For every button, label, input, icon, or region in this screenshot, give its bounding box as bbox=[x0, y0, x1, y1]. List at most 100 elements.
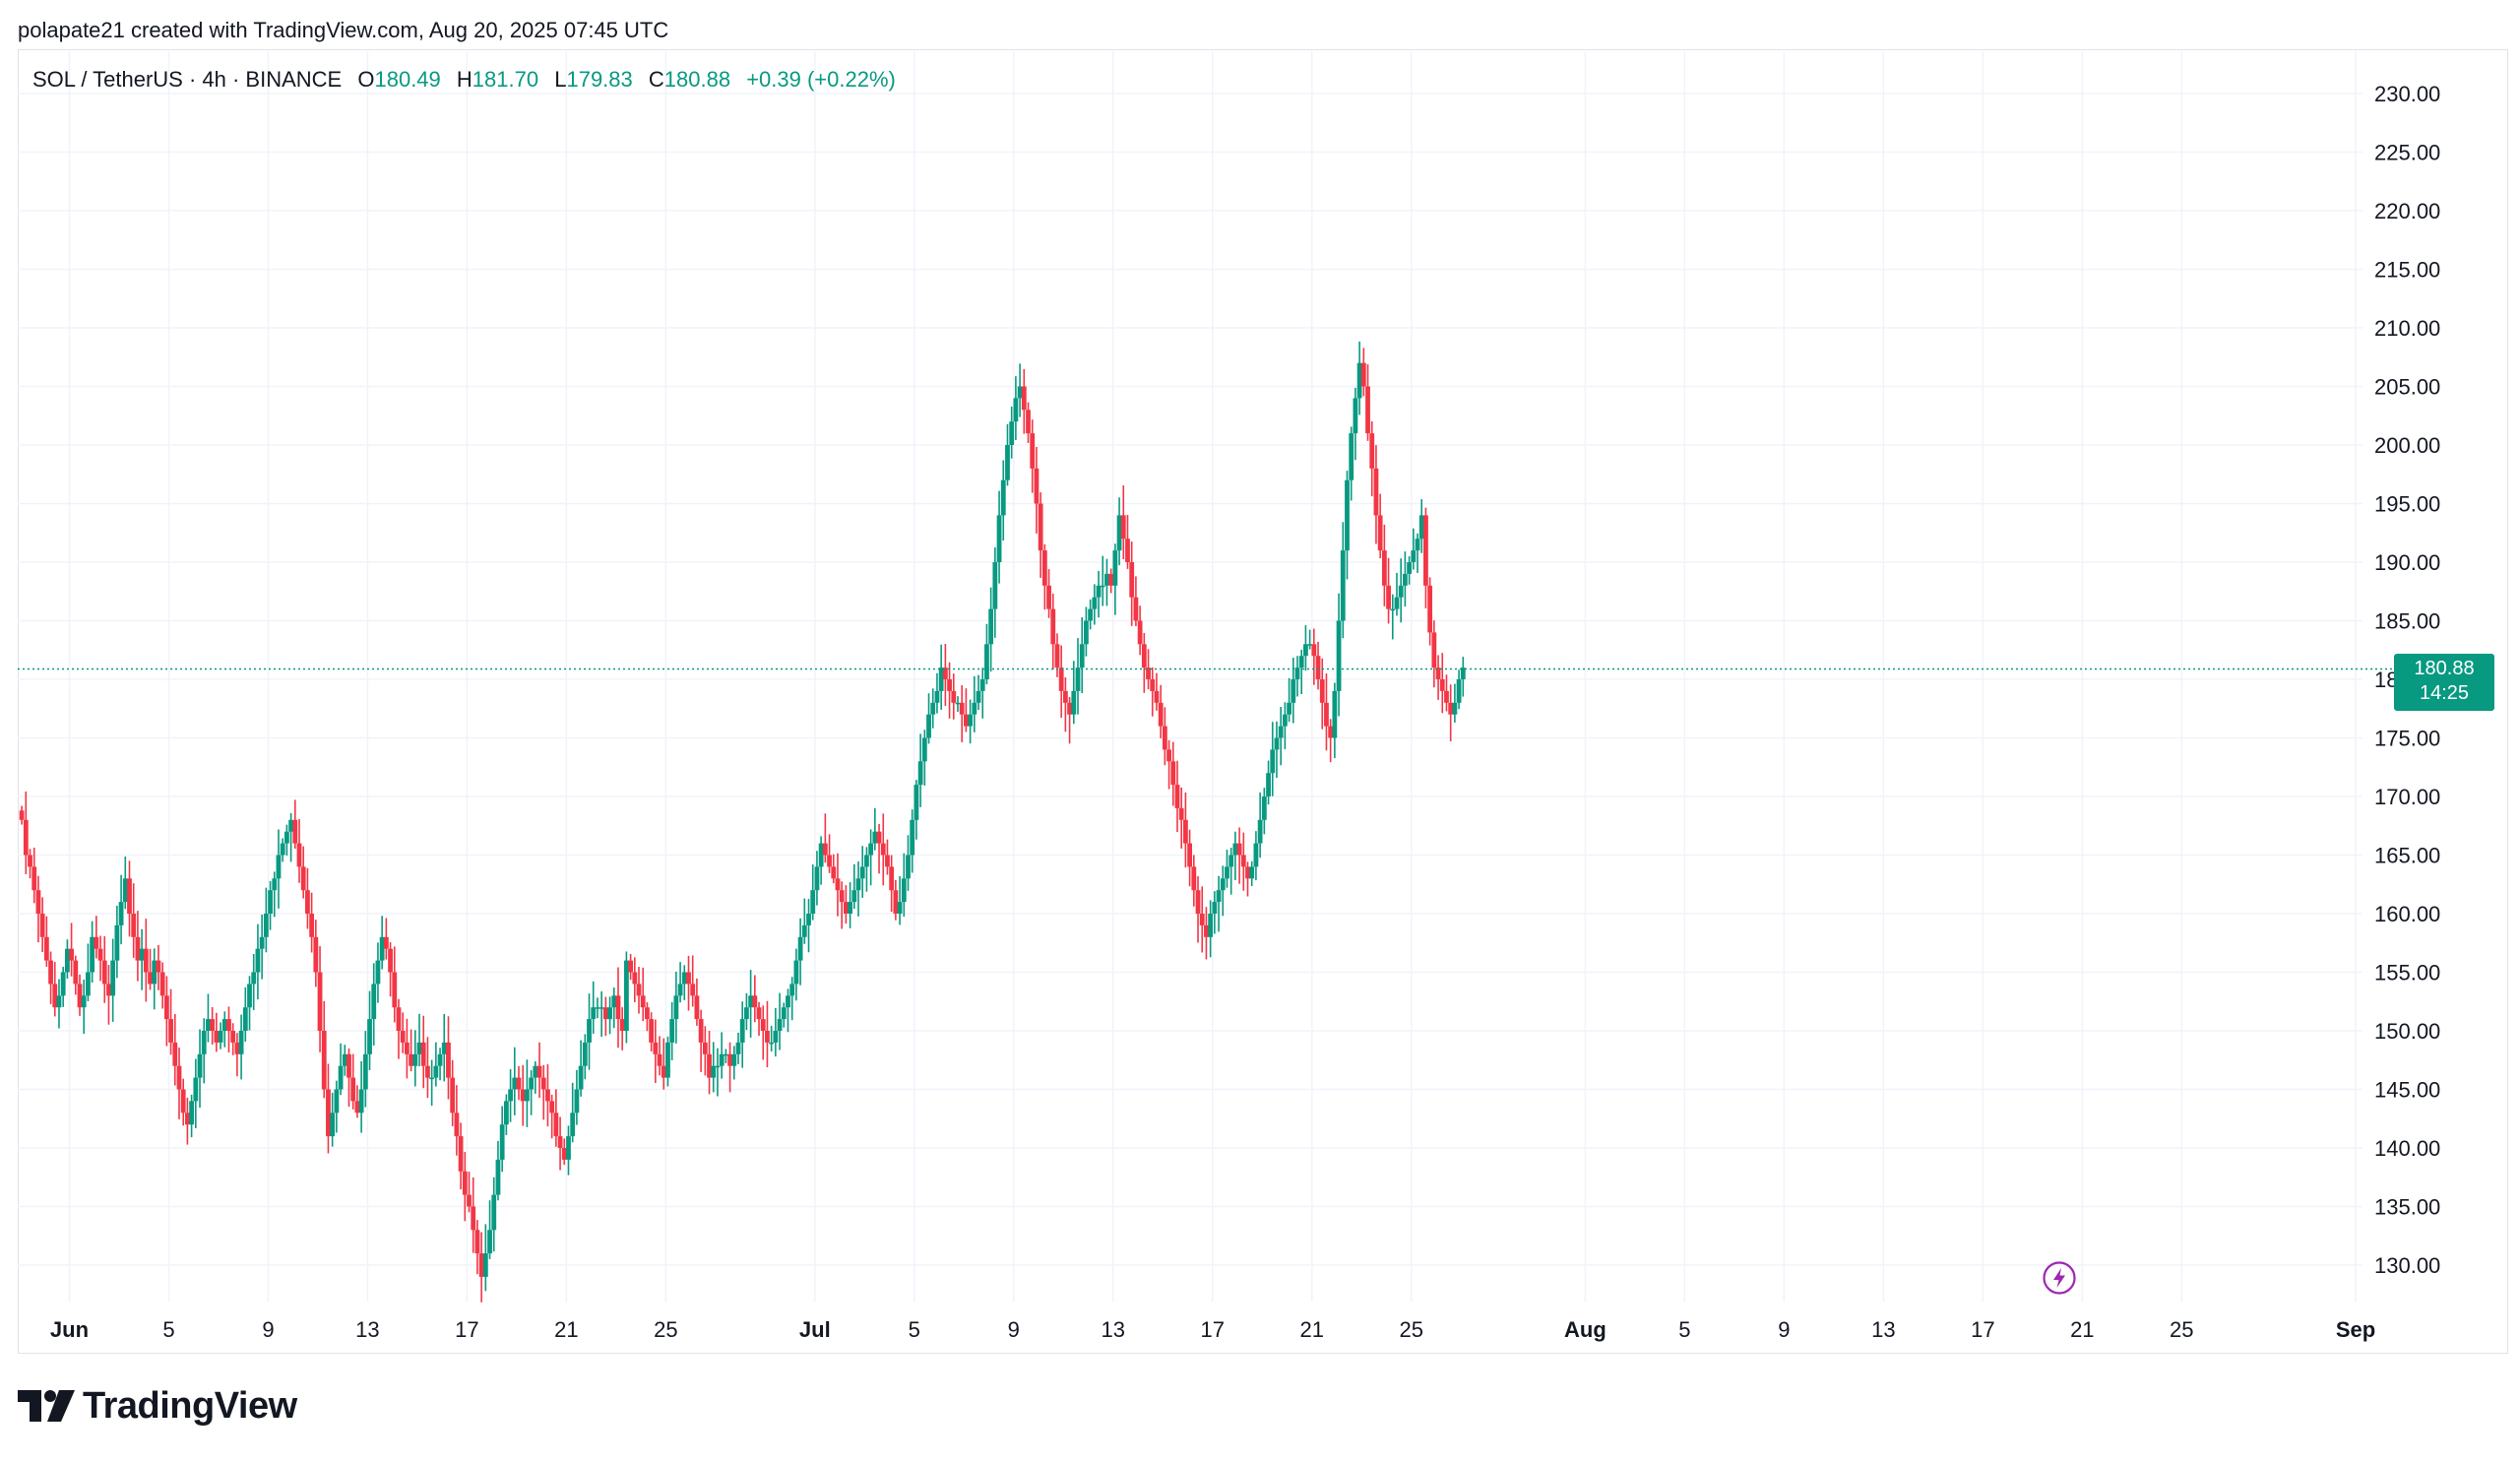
candle-body bbox=[540, 1077, 546, 1090]
y-tick-label: 210.00 bbox=[2374, 316, 2440, 341]
candle-body bbox=[1071, 690, 1077, 715]
candle-body bbox=[1021, 386, 1027, 411]
candle-body bbox=[984, 644, 989, 679]
candle-body bbox=[715, 1065, 721, 1068]
candle-body bbox=[611, 995, 617, 1008]
candle-body bbox=[814, 866, 820, 891]
candle-body bbox=[553, 1113, 559, 1137]
candle-body bbox=[135, 936, 141, 961]
candle-body bbox=[516, 1077, 522, 1090]
candle-body bbox=[868, 843, 874, 856]
candle-body bbox=[1349, 433, 1354, 480]
candle-body bbox=[698, 1019, 704, 1043]
candle-body bbox=[851, 890, 857, 903]
candle-body bbox=[1328, 726, 1334, 738]
candle-body bbox=[707, 1053, 712, 1078]
candle-body bbox=[338, 1065, 344, 1090]
candle-body bbox=[536, 1065, 542, 1078]
candle-body bbox=[839, 890, 845, 903]
candle-body bbox=[404, 1042, 410, 1054]
candle-body bbox=[744, 1007, 749, 1020]
candle-body bbox=[371, 984, 377, 1020]
candle-body bbox=[367, 1019, 372, 1054]
close-value: 180.88 bbox=[663, 67, 731, 92]
candle-body bbox=[777, 1019, 783, 1031]
candle-body bbox=[570, 1113, 576, 1137]
candle-body bbox=[1427, 585, 1433, 633]
candle-body bbox=[409, 1053, 414, 1066]
grid bbox=[18, 51, 2362, 1302]
candle-body bbox=[106, 984, 111, 996]
candle-body bbox=[230, 1031, 236, 1043]
candle-body bbox=[1390, 608, 1396, 611]
candle-body bbox=[503, 1101, 509, 1125]
candle-body bbox=[810, 890, 816, 914]
candle-body bbox=[520, 1089, 526, 1102]
y-tick-label: 220.00 bbox=[2374, 199, 2440, 223]
candle-body bbox=[412, 1053, 418, 1066]
candle-body bbox=[769, 1042, 775, 1045]
candle-body bbox=[968, 714, 974, 727]
candle-body bbox=[446, 1042, 451, 1078]
candle-body bbox=[441, 1042, 447, 1054]
candle-body bbox=[1452, 702, 1458, 715]
candle-body bbox=[35, 890, 41, 914]
candle-body bbox=[292, 819, 298, 844]
x-tick-label: 25 bbox=[654, 1317, 677, 1342]
candle-body bbox=[1092, 597, 1098, 609]
candle-body bbox=[43, 936, 49, 961]
candle-body bbox=[818, 843, 824, 867]
candle-body bbox=[512, 1077, 518, 1090]
candle-body bbox=[964, 714, 969, 727]
tradingview-logo-icon bbox=[18, 1390, 75, 1422]
candle-body bbox=[1216, 890, 1222, 903]
candle-body bbox=[917, 761, 923, 786]
candle-body bbox=[876, 831, 882, 844]
candle-body bbox=[1034, 468, 1040, 504]
candle-body bbox=[906, 855, 911, 879]
y-tick-label: 195.00 bbox=[2374, 492, 2440, 517]
candle-body bbox=[32, 866, 37, 891]
candle-body bbox=[1232, 843, 1238, 856]
x-tick-label: Jul bbox=[799, 1317, 831, 1342]
candle-body bbox=[1402, 573, 1408, 586]
candle-body bbox=[1030, 433, 1036, 469]
candle-body bbox=[1257, 819, 1263, 844]
candle-body bbox=[478, 1253, 484, 1277]
candle-body bbox=[39, 914, 45, 937]
candle-body bbox=[1129, 562, 1135, 598]
candle-body bbox=[458, 1136, 464, 1172]
candle-body bbox=[843, 902, 849, 914]
candle-body bbox=[1225, 866, 1229, 879]
candle-body bbox=[1075, 668, 1081, 691]
candle-body bbox=[992, 562, 998, 609]
x-axis: Jun 5 9 13 17 21 25 Jul 5 9 13 17 21 25 Aug 5 9 13 17 21 25 S… bbox=[50, 1317, 2375, 1342]
candle-body bbox=[889, 866, 895, 891]
x-tick-label: 25 bbox=[2170, 1317, 2193, 1342]
candle-body bbox=[462, 1171, 468, 1195]
candle-body bbox=[1208, 914, 1214, 937]
candle-body bbox=[1146, 668, 1151, 679]
candle-body bbox=[255, 948, 261, 973]
x-tick-label: 9 bbox=[262, 1317, 274, 1342]
lightning-icon[interactable] bbox=[2042, 1260, 2077, 1296]
candle-body bbox=[1456, 679, 1462, 703]
x-tick-label: 9 bbox=[1778, 1317, 1790, 1342]
candle-body bbox=[602, 1007, 608, 1020]
candle-body bbox=[1100, 585, 1105, 588]
candle-body bbox=[1005, 445, 1010, 480]
candle-body bbox=[893, 890, 899, 914]
chart-frame bbox=[18, 49, 2508, 1354]
candle-body bbox=[122, 878, 128, 903]
tradingview-logo[interactable]: TradingView bbox=[18, 1383, 297, 1429]
y-tick-label: 230.00 bbox=[2374, 82, 2440, 106]
candle-body bbox=[1345, 479, 1350, 551]
candle-body bbox=[330, 1113, 336, 1137]
x-tick-label: 5 bbox=[1678, 1317, 1690, 1342]
candle-body bbox=[1274, 737, 1280, 750]
candle-body bbox=[988, 608, 994, 645]
candle-body bbox=[1411, 550, 1417, 562]
symbol-name[interactable]: SOL / TetherUS · 4h · BINANCE bbox=[32, 67, 343, 92]
candle-body bbox=[218, 1031, 223, 1043]
